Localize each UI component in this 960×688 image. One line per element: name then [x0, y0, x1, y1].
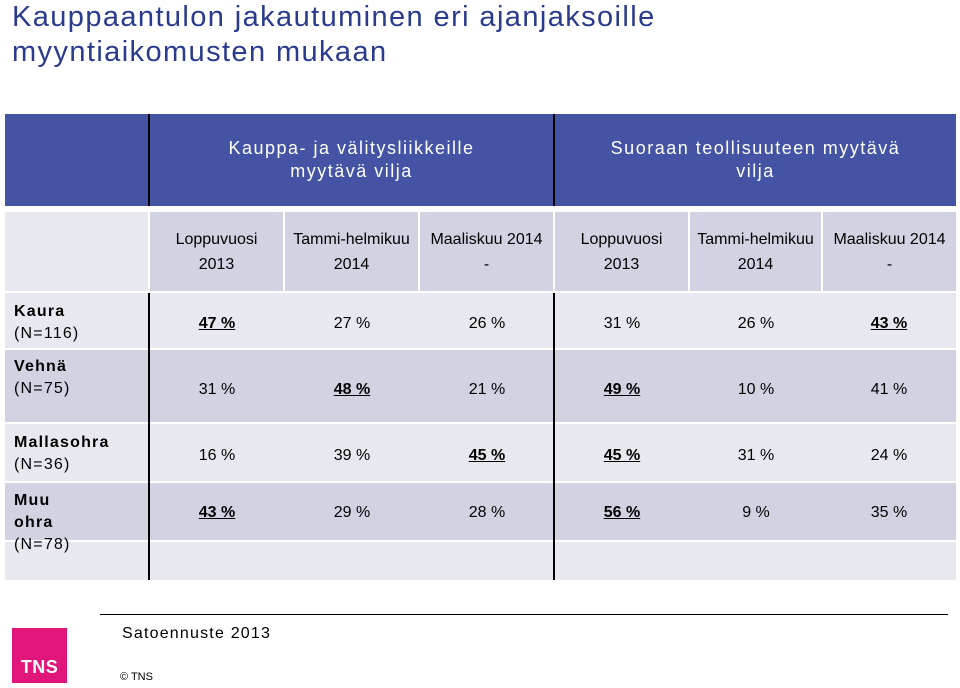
- value-cell: 43 %: [198, 504, 236, 521]
- group-header-industry-line-2: vilja: [736, 161, 775, 181]
- value-cell: 45 %: [603, 447, 641, 464]
- value-cell: 29 %: [333, 504, 371, 521]
- value-cell: 10 %: [737, 381, 775, 398]
- value-cell: 31 %: [198, 381, 236, 398]
- value-cell: 47 %: [198, 315, 236, 332]
- value-cell: 9 %: [742, 504, 770, 521]
- value-cell: 31 %: [603, 315, 641, 332]
- period-header: Tammi-helmikuu 2014: [690, 212, 821, 291]
- period-header-line-2: 2013: [603, 255, 640, 273]
- period-header-line-1: Tammi-helmikuu: [697, 230, 814, 248]
- value-cell: 49 %: [603, 381, 641, 398]
- value-cell: 31 %: [737, 447, 775, 464]
- period-header: Maaliskuu 2014 -: [420, 212, 553, 291]
- value-cell: 48 %: [333, 381, 371, 398]
- period-header-line-2: -: [483, 255, 490, 273]
- value-cell: 26 %: [737, 315, 775, 332]
- empty-cell: [5, 542, 148, 580]
- period-header-line-1: Loppuvuosi: [580, 230, 663, 248]
- value-cell: 41 %: [870, 381, 908, 398]
- copyright-label: © TNS: [120, 671, 153, 683]
- period-cell-5: [690, 212, 821, 291]
- period-header-line-1: Maaliskuu 2014: [430, 230, 543, 248]
- period-header-line-2: 2014: [333, 255, 370, 273]
- column-divider: [553, 293, 555, 580]
- group-header-trade-line-1: Kauppa- ja välitysliikkeille: [228, 138, 475, 158]
- title-line-1: Kauppaantulon jakautuminen eri ajanjakso…: [12, 1, 656, 33]
- period-header-line-1: Maaliskuu 2014: [833, 230, 946, 248]
- column-divider: [553, 114, 555, 206]
- column-divider: [148, 293, 150, 580]
- row-label-cell: [5, 293, 148, 348]
- row-label-muu-ohra: Muu ohra (N=78): [14, 490, 71, 556]
- value-cell: 35 %: [870, 504, 908, 521]
- header-band: [5, 114, 956, 206]
- value-cell: 45 %: [468, 447, 506, 464]
- period-header-line-2: 2014: [737, 255, 774, 273]
- footer-divider: [100, 614, 948, 615]
- group-header-industry: Suoraan teollisuuteen myytävä vilja: [555, 114, 956, 206]
- value-cell: 43 %: [870, 315, 908, 332]
- period-cell-4: [555, 212, 688, 291]
- sample-size: (N=116): [14, 325, 80, 342]
- value-cell: 21 %: [468, 381, 506, 398]
- period-header: Tammi-helmikuu 2014: [285, 212, 418, 291]
- row-label-vehna: Vehnä (N=75): [14, 356, 71, 400]
- value-cell: 39 %: [333, 447, 371, 464]
- sample-size: (N=78): [14, 536, 71, 553]
- row-label-cell: [5, 483, 148, 540]
- logo-text: TNS: [20, 657, 59, 677]
- period-cell-2: [285, 212, 418, 291]
- value-cell: 16 %: [198, 447, 236, 464]
- group-header-industry-line-1: Suoraan teollisuuteen myytävä: [610, 138, 901, 158]
- value-cell: 26 %: [468, 315, 506, 332]
- title-line-2: myyntiaikomusten mukaan: [12, 36, 388, 68]
- value-cell: 28 %: [468, 504, 506, 521]
- tns-logo: TNS: [12, 628, 67, 683]
- corner-cell: [5, 212, 148, 291]
- group-header-trade-line-2: myytävä vilja: [290, 161, 413, 181]
- column-divider: [148, 114, 150, 206]
- row-label-kaura: Kaura (N=116): [14, 301, 79, 345]
- row-label-mallasohra: Mallasohra (N=36): [14, 432, 110, 476]
- value-cell: 56 %: [603, 504, 641, 521]
- group-header-trade: Kauppa- ja välitysliikkeille myytävä vil…: [150, 114, 553, 206]
- period-header: Loppuvuosi 2013: [150, 212, 283, 291]
- period-header: Maaliskuu 2014 -: [823, 212, 956, 291]
- page-title: Kauppaantulon jakautuminen eri ajanjakso…: [12, 0, 912, 70]
- period-header-line-1: Tammi-helmikuu: [293, 230, 410, 248]
- row-label-cell: [5, 350, 148, 422]
- period-header-line-2: -: [886, 255, 893, 273]
- crop-name: Mallasohra: [14, 434, 110, 451]
- crop-name: Kaura: [14, 303, 66, 320]
- sample-size: (N=75): [14, 380, 71, 397]
- sample-size: (N=36): [14, 456, 71, 473]
- period-header-line-1: Loppuvuosi: [175, 230, 258, 248]
- value-cell: 27 %: [333, 315, 371, 332]
- crop-name: Muu ohra: [14, 492, 54, 531]
- row-label-cell: [5, 424, 148, 481]
- period-cell-1: [150, 212, 283, 291]
- crop-name: Vehnä: [14, 358, 68, 375]
- period-header-line-2: 2013: [198, 255, 235, 273]
- period-header: Loppuvuosi 2013: [555, 212, 688, 291]
- period-cell-3: [420, 212, 553, 291]
- period-cell-6: [823, 212, 956, 291]
- source-label: Satoennuste 2013: [122, 625, 272, 642]
- value-cell: 24 %: [870, 447, 908, 464]
